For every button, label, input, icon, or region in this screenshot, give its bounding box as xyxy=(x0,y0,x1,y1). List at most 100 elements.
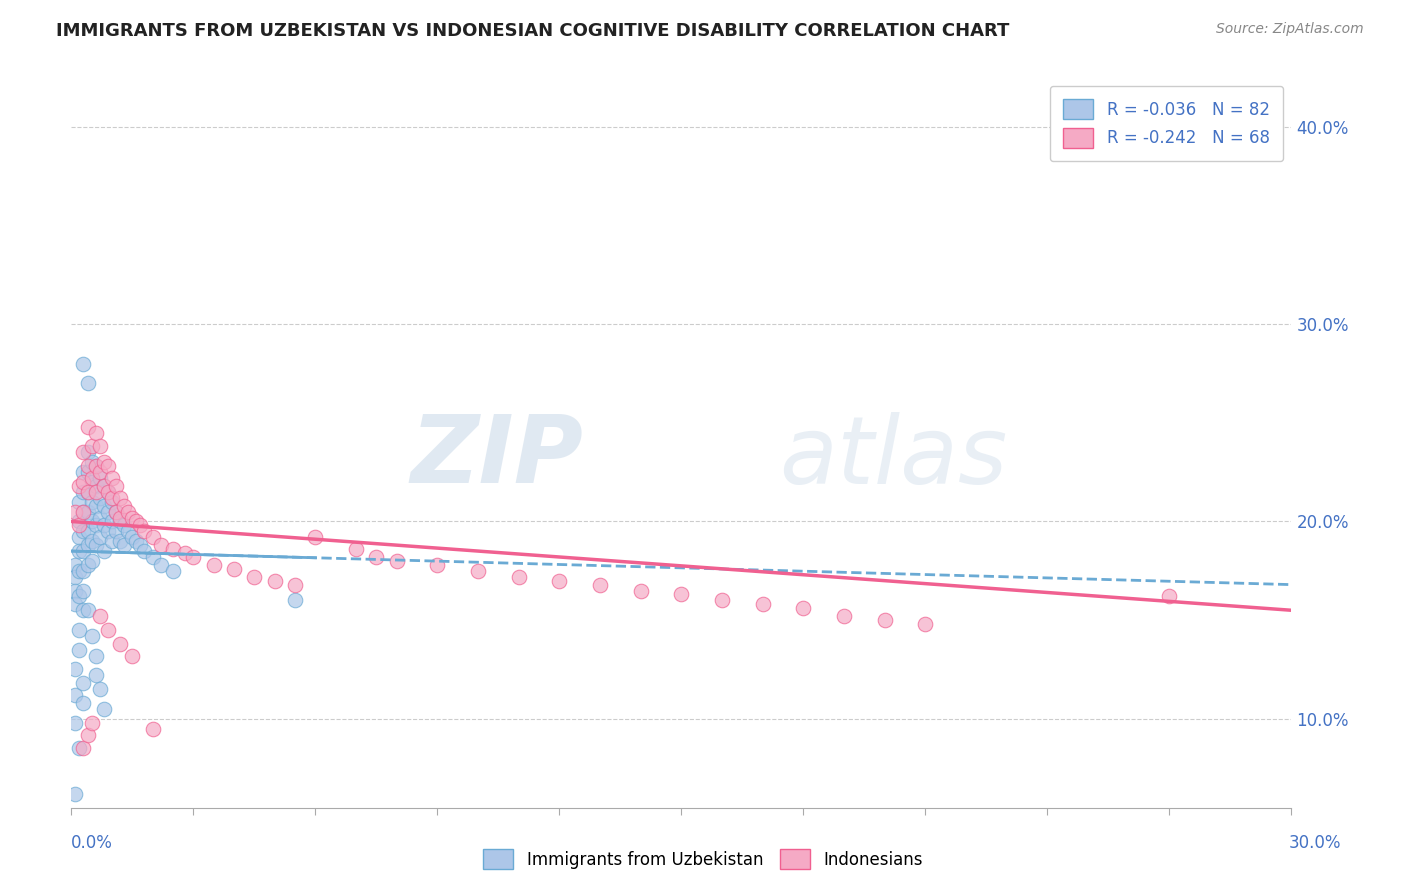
Point xyxy=(162,564,184,578)
Point xyxy=(65,715,87,730)
Point xyxy=(72,475,94,489)
Point xyxy=(97,484,120,499)
Point xyxy=(174,546,197,560)
Point xyxy=(65,583,87,598)
Point xyxy=(108,534,131,549)
Point xyxy=(366,549,388,564)
Point xyxy=(129,518,152,533)
Point xyxy=(344,542,367,557)
Point xyxy=(134,524,156,539)
Point xyxy=(80,455,103,469)
Point xyxy=(67,590,90,604)
Point xyxy=(112,518,135,533)
Point xyxy=(104,505,127,519)
Text: atlas: atlas xyxy=(779,411,1007,502)
Point xyxy=(101,515,124,529)
Point xyxy=(76,459,98,474)
Point xyxy=(97,484,120,499)
Point xyxy=(67,564,90,578)
Point xyxy=(76,484,98,499)
Point xyxy=(80,515,103,529)
Point xyxy=(284,577,307,591)
Point xyxy=(671,587,693,601)
Point xyxy=(65,787,87,801)
Point xyxy=(72,524,94,539)
Point xyxy=(72,564,94,578)
Point xyxy=(65,558,87,572)
Point xyxy=(72,603,94,617)
Point xyxy=(202,558,225,572)
Point xyxy=(67,741,90,756)
Point xyxy=(792,601,814,615)
Point xyxy=(873,613,896,627)
Point xyxy=(89,471,111,485)
Point xyxy=(93,702,115,716)
Point xyxy=(426,558,449,572)
Point xyxy=(84,499,107,513)
Point xyxy=(76,376,98,391)
Point xyxy=(1159,590,1181,604)
Point xyxy=(142,549,165,564)
Text: Source: ZipAtlas.com: Source: ZipAtlas.com xyxy=(1216,22,1364,37)
Point xyxy=(101,494,124,508)
Point xyxy=(76,728,98,742)
Point xyxy=(162,542,184,557)
Point xyxy=(80,554,103,568)
Point xyxy=(104,505,127,519)
Point xyxy=(65,688,87,702)
Text: IMMIGRANTS FROM UZBEKISTAN VS INDONESIAN COGNITIVE DISABILITY CORRELATION CHART: IMMIGRANTS FROM UZBEKISTAN VS INDONESIAN… xyxy=(56,22,1010,40)
Point xyxy=(243,570,266,584)
Point xyxy=(89,682,111,697)
Point xyxy=(84,484,107,499)
Point xyxy=(93,455,115,469)
Point xyxy=(84,459,107,474)
Point xyxy=(65,598,87,612)
Point xyxy=(84,459,107,474)
Point xyxy=(263,574,285,588)
Point xyxy=(108,637,131,651)
Point xyxy=(89,491,111,505)
Point xyxy=(711,593,734,607)
Point xyxy=(104,479,127,493)
Point xyxy=(67,494,90,508)
Point xyxy=(72,484,94,499)
Point xyxy=(89,530,111,544)
Point xyxy=(84,425,107,440)
Text: 30.0%: 30.0% xyxy=(1288,834,1341,852)
Point xyxy=(149,538,172,552)
Point xyxy=(112,499,135,513)
Point xyxy=(67,479,90,493)
Point xyxy=(76,419,98,434)
Point xyxy=(467,564,489,578)
Point xyxy=(93,479,115,493)
Text: ZIP: ZIP xyxy=(411,411,583,503)
Point xyxy=(108,491,131,505)
Point xyxy=(121,530,143,544)
Point xyxy=(97,623,120,637)
Point xyxy=(125,534,148,549)
Point xyxy=(76,524,98,539)
Point xyxy=(181,549,204,564)
Point xyxy=(93,479,115,493)
Point xyxy=(121,648,143,663)
Point xyxy=(134,544,156,558)
Point xyxy=(914,617,936,632)
Point xyxy=(84,648,107,663)
Point xyxy=(72,357,94,371)
Point xyxy=(76,445,98,459)
Point xyxy=(142,530,165,544)
Point xyxy=(284,593,307,607)
Point xyxy=(589,577,612,591)
Point xyxy=(89,465,111,479)
Point xyxy=(76,603,98,617)
Point xyxy=(76,484,98,499)
Point xyxy=(508,570,530,584)
Point xyxy=(76,558,98,572)
Point xyxy=(65,570,87,584)
Legend: R = -0.036   N = 82, R = -0.242   N = 68: R = -0.036 N = 82, R = -0.242 N = 68 xyxy=(1050,86,1284,161)
Point xyxy=(548,574,571,588)
Point xyxy=(121,510,143,524)
Point xyxy=(385,554,408,568)
Point xyxy=(93,518,115,533)
Point xyxy=(67,642,90,657)
